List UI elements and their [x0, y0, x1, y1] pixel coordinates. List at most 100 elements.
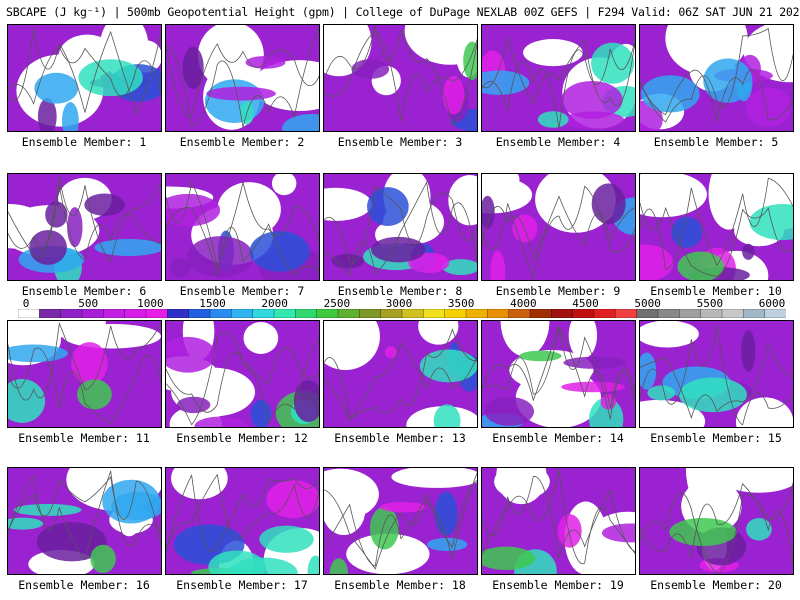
ensemble-member-label: Ensemble Member: 19	[492, 578, 624, 592]
colorbar-swatch	[423, 309, 446, 318]
colorbar-swatch	[316, 309, 339, 318]
ensemble-member-label: Ensemble Member: 1	[21, 135, 147, 149]
ensemble-member-panel	[481, 320, 636, 428]
colorbar-tick-label: 2000	[261, 297, 288, 310]
colorbar-tick-label: 5500	[696, 297, 724, 310]
sbcape-field	[8, 321, 161, 427]
colorbar-tick-label: 500	[78, 297, 99, 310]
ensemble-member-panel	[323, 173, 478, 281]
colorbar-swatch	[551, 309, 574, 318]
sbcape-field	[324, 174, 477, 280]
colorbar-swatch	[18, 309, 40, 318]
ensemble-member-label: Ensemble Member: 6	[21, 284, 147, 298]
sbcape-field	[324, 321, 477, 427]
sbcape-field	[166, 321, 319, 427]
colorbar-swatch	[679, 309, 702, 318]
ensemble-member-panel	[323, 467, 478, 575]
ensemble-member-panel	[165, 320, 320, 428]
ensemble-member-label: Ensemble Member: 2	[179, 135, 305, 149]
colorbar-swatch	[636, 309, 659, 318]
colorbar-swatch	[81, 309, 104, 318]
sbcape-field	[640, 174, 793, 280]
sbcape-field	[482, 468, 635, 574]
colorbar-swatch	[231, 309, 254, 318]
ensemble-member-label: Ensemble Member: 13	[334, 431, 466, 445]
colorbar-swatch	[764, 309, 786, 318]
ensemble-member-panel	[323, 24, 478, 132]
colorbar-swatch	[295, 309, 318, 318]
ensemble-member-panel	[639, 467, 794, 575]
colorbar-tick-label: 5000	[634, 297, 661, 310]
ensemble-member-label: Ensemble Member: 3	[337, 135, 463, 149]
map-title: SBCAPE (J kg⁻¹) | 500mb Geopotential Hei…	[6, 5, 800, 19]
ensemble-member-panel	[481, 24, 636, 132]
sbcape-field	[8, 468, 161, 574]
ensemble-member-label: Ensemble Member: 16	[18, 578, 150, 592]
ensemble-member-panel	[7, 467, 162, 575]
colorbar-swatch	[444, 309, 467, 318]
ensemble-member-panel	[165, 467, 320, 575]
colorbar-swatch	[209, 309, 232, 318]
colorbar-swatch	[401, 309, 424, 318]
colorbar-swatch	[615, 309, 638, 318]
colorbar-swatch	[700, 309, 723, 318]
colorbar-tick-label: 1500	[199, 297, 226, 310]
colorbar-tick-label: 2500	[323, 297, 351, 310]
sbcape-field	[482, 174, 635, 280]
colorbar-swatch	[39, 309, 62, 318]
colorbar-swatch	[103, 309, 126, 318]
ensemble-member-label: Ensemble Member: 9	[495, 284, 621, 298]
ensemble-member-label: Ensemble Member: 5	[653, 135, 779, 149]
colorbar-swatch	[145, 309, 168, 318]
sbcape-field	[166, 174, 319, 280]
colorbar-tick-label: 4500	[572, 297, 599, 310]
ensemble-member-label: Ensemble Member: 8	[337, 284, 463, 298]
colorbar-tick-label: 6000	[758, 297, 786, 310]
colorbar-tick-label: 0	[22, 297, 30, 310]
sbcape-field	[640, 25, 793, 131]
ensemble-member-label: Ensemble Member: 15	[650, 431, 782, 445]
colorbar-tick-label: 3000	[385, 297, 413, 310]
ensemble-member-label: Ensemble Member: 12	[176, 431, 308, 445]
colorbar-swatch	[380, 309, 403, 318]
ensemble-member-label: Ensemble Member: 20	[650, 578, 782, 592]
ensemble-member-panel	[7, 24, 162, 132]
ensemble-member-panel	[639, 173, 794, 281]
colorbar-swatch	[657, 309, 680, 318]
ensemble-member-label: Ensemble Member: 4	[495, 135, 621, 149]
colorbar-swatch	[487, 309, 510, 318]
ensemble-member-panel	[165, 173, 320, 281]
ensemble-member-label: Ensemble Member: 14	[492, 431, 624, 445]
colorbar-swatch	[743, 309, 766, 318]
ensemble-member-label: Ensemble Member: 7	[179, 284, 305, 298]
colorbar-tick-label: 3500	[447, 297, 475, 310]
sbcape-field	[324, 25, 477, 131]
ensemble-member-panel	[7, 173, 162, 281]
colorbar-swatch	[167, 309, 190, 318]
sbcape-field	[640, 468, 793, 574]
sbcape-field	[166, 468, 319, 574]
sbcape-field	[8, 174, 161, 280]
colorbar-swatch	[252, 309, 275, 318]
colorbar-swatch	[465, 309, 488, 318]
colorbar-swatch	[273, 309, 296, 318]
ensemble-member-panel	[165, 24, 320, 132]
colorbar-scale	[18, 309, 786, 318]
sbcape-field	[166, 25, 319, 131]
ensemble-member-label: Ensemble Member: 10	[650, 284, 782, 298]
ensemble-member-panel	[639, 320, 794, 428]
sbcape-field	[640, 321, 793, 427]
sbcape-field	[8, 25, 161, 131]
colorbar-swatch	[188, 309, 211, 318]
ensemble-member-label: Ensemble Member: 18	[334, 578, 466, 592]
sbcape-field	[482, 321, 635, 427]
colorbar-swatch	[337, 309, 360, 318]
ensemble-member-label: Ensemble Member: 17	[176, 578, 308, 592]
sbcape-field	[324, 468, 477, 574]
ensemble-member-panel	[481, 467, 636, 575]
colorbar-tick-label: 1000	[137, 297, 164, 310]
sbcape-field	[482, 25, 635, 131]
colorbar-swatch	[721, 309, 744, 318]
colorbar-swatch	[593, 309, 616, 318]
ensemble-member-panel	[481, 173, 636, 281]
